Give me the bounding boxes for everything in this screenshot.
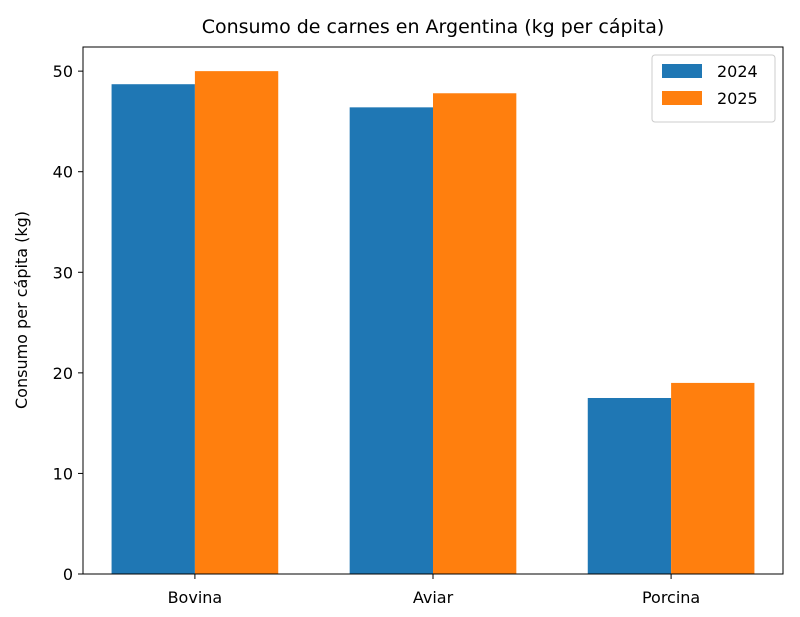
y-tick-label: 30 — [53, 263, 73, 282]
bar-porcina-2024 — [587, 397, 672, 574]
y-tick-label: 10 — [53, 464, 73, 483]
y-tick-label: 40 — [53, 163, 73, 182]
bar-aviar-2025 — [433, 93, 517, 574]
chart-title: Consumo de carnes en Argentina (kg per c… — [202, 16, 665, 38]
legend-label: 2024 — [717, 62, 758, 81]
bar-aviar-2024 — [349, 107, 433, 575]
y-tick-label: 20 — [53, 364, 73, 383]
bar-bovina-2025 — [194, 71, 279, 575]
legend-label: 2025 — [717, 89, 758, 108]
bar-bovina-2024 — [111, 84, 195, 575]
y-tick-label: 50 — [53, 62, 73, 81]
x-tick-label: Porcina — [642, 588, 700, 607]
y-axis-label: Consumo per cápita (kg) — [12, 211, 31, 409]
y-tick-label: 0 — [63, 565, 73, 584]
legend-swatch — [662, 91, 702, 105]
legend: 2024 2025 — [651, 54, 776, 123]
x-tick-label: Bovina — [168, 588, 223, 607]
x-tick-label: Aviar — [413, 588, 454, 607]
bar-porcina-2025 — [671, 382, 755, 574]
legend-swatch — [662, 64, 702, 78]
